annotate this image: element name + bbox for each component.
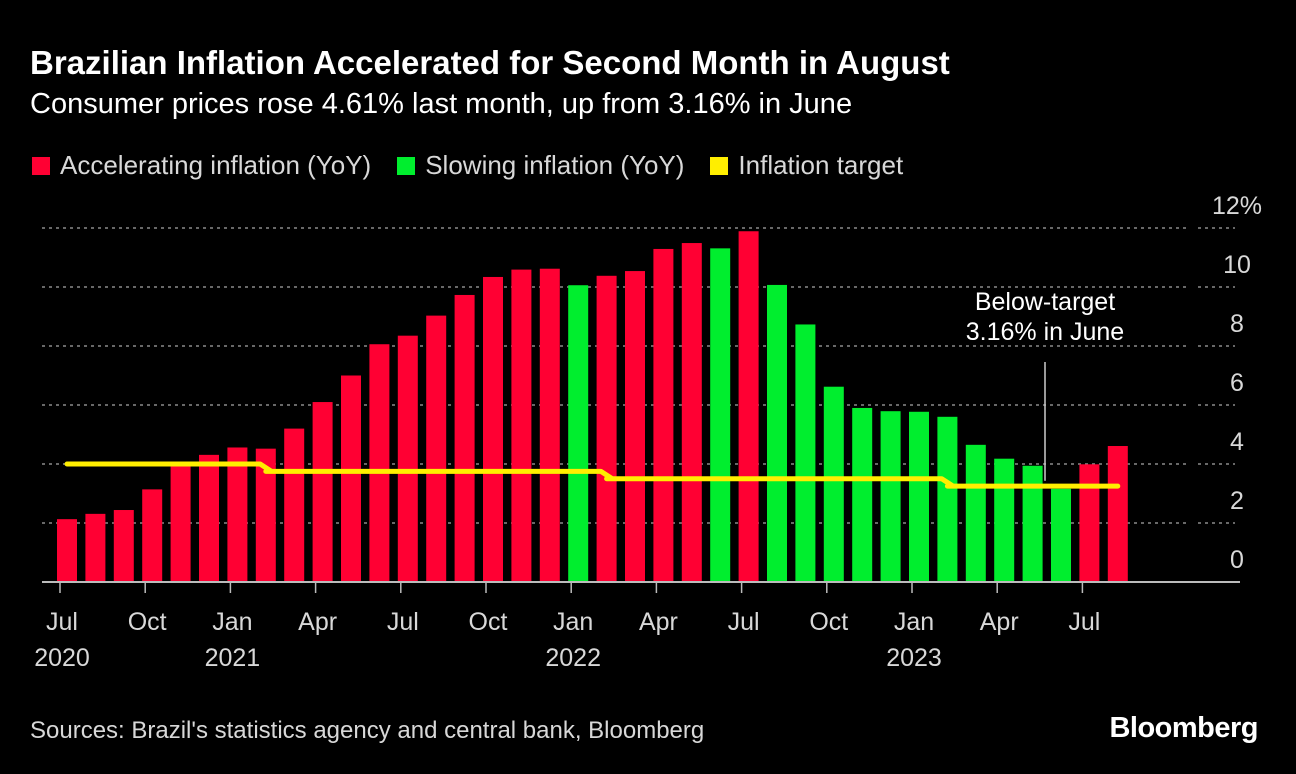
bar (85, 513, 106, 582)
chart-title: Brazilian Inflation Accelerated for Seco… (30, 44, 950, 81)
bar (397, 335, 418, 582)
bar (113, 510, 134, 582)
y-tick-label: 10 (1223, 251, 1251, 279)
bar (994, 458, 1015, 582)
bar (227, 447, 248, 582)
bar (625, 271, 645, 582)
bar (1079, 464, 1100, 582)
bar (710, 248, 731, 583)
x-tick-label: Oct (128, 608, 167, 636)
y-tick-label: 8 (1230, 310, 1244, 338)
legend-item-accelerating: Accelerating inflation (YoY) (32, 150, 371, 181)
bar (142, 489, 163, 582)
bar (681, 243, 702, 583)
y-tick-label: 6 (1230, 369, 1244, 397)
x-tick-label: Jul (1068, 608, 1100, 636)
x-tick-label: Jul (728, 608, 760, 636)
x-tick-label: Jan (553, 608, 593, 636)
legend-label-slowing: Slowing inflation (YoY) (425, 150, 685, 180)
x-tick-label: Apr (980, 608, 1019, 636)
bar (255, 448, 276, 582)
legend: Accelerating inflation (YoY) Slowing inf… (32, 150, 929, 181)
legend-label-target: Inflation target (738, 150, 904, 180)
y-tick-label: 4 (1230, 428, 1244, 456)
bar (795, 324, 816, 582)
x-tick-label: Jan (894, 608, 934, 636)
bar (767, 284, 787, 582)
bar (965, 444, 986, 582)
bar (1022, 465, 1043, 582)
x-tick-label: Jan (212, 608, 252, 636)
legend-swatch-target (710, 156, 729, 175)
x-year-label: 2022 (545, 644, 601, 672)
bar (596, 275, 617, 582)
bloomberg-logo: Bloomberg (1109, 712, 1258, 744)
bar (568, 285, 589, 582)
bar (57, 519, 77, 582)
bar (1107, 446, 1128, 582)
source-note: Sources: Brazil's statistics agency and … (30, 717, 705, 744)
x-year-label: 2020 (34, 644, 90, 672)
x-tick-label: Apr (298, 608, 337, 636)
inflation-target-line (64, 461, 1121, 489)
bar (426, 315, 447, 582)
legend-item-slowing: Slowing inflation (YoY) (397, 150, 684, 181)
bar (369, 344, 390, 582)
bar (880, 411, 901, 582)
x-tick-label: Jul (387, 608, 419, 636)
legend-label-accelerating: Accelerating inflation (YoY) (60, 150, 372, 180)
bar (823, 386, 844, 582)
x-tick-label: Jul (46, 608, 78, 636)
bar (937, 416, 958, 582)
bar (454, 294, 475, 582)
bar (170, 464, 191, 582)
bar (653, 248, 674, 582)
bar (539, 268, 560, 582)
x-year-label: 2023 (886, 644, 942, 672)
annotation-text: 3.16% in June (966, 318, 1124, 346)
bar (511, 269, 532, 582)
bar (199, 454, 219, 582)
y-tick-label: 0 (1230, 546, 1244, 574)
y-tick-label: 2 (1230, 487, 1244, 515)
bar (341, 375, 361, 582)
legend-swatch-slowing (397, 156, 416, 175)
bar (483, 276, 503, 582)
x-year-label: 2021 (205, 644, 261, 672)
x-tick-label: Apr (639, 608, 678, 636)
bar (738, 231, 759, 582)
y-tick-label: 12% (1212, 192, 1262, 220)
bar (909, 411, 929, 582)
x-tick-label: Oct (469, 608, 508, 636)
bar (852, 407, 873, 582)
bar (312, 402, 333, 582)
chart-subtitle: Consumer prices rose 4.61% last month, u… (30, 88, 853, 120)
annotation-text: Below-target (975, 288, 1115, 316)
legend-item-target: Inflation target (710, 150, 903, 181)
bar (284, 428, 305, 582)
bar (1051, 488, 1071, 582)
legend-swatch-accelerating (32, 156, 50, 175)
x-tick-label: Oct (809, 608, 848, 636)
